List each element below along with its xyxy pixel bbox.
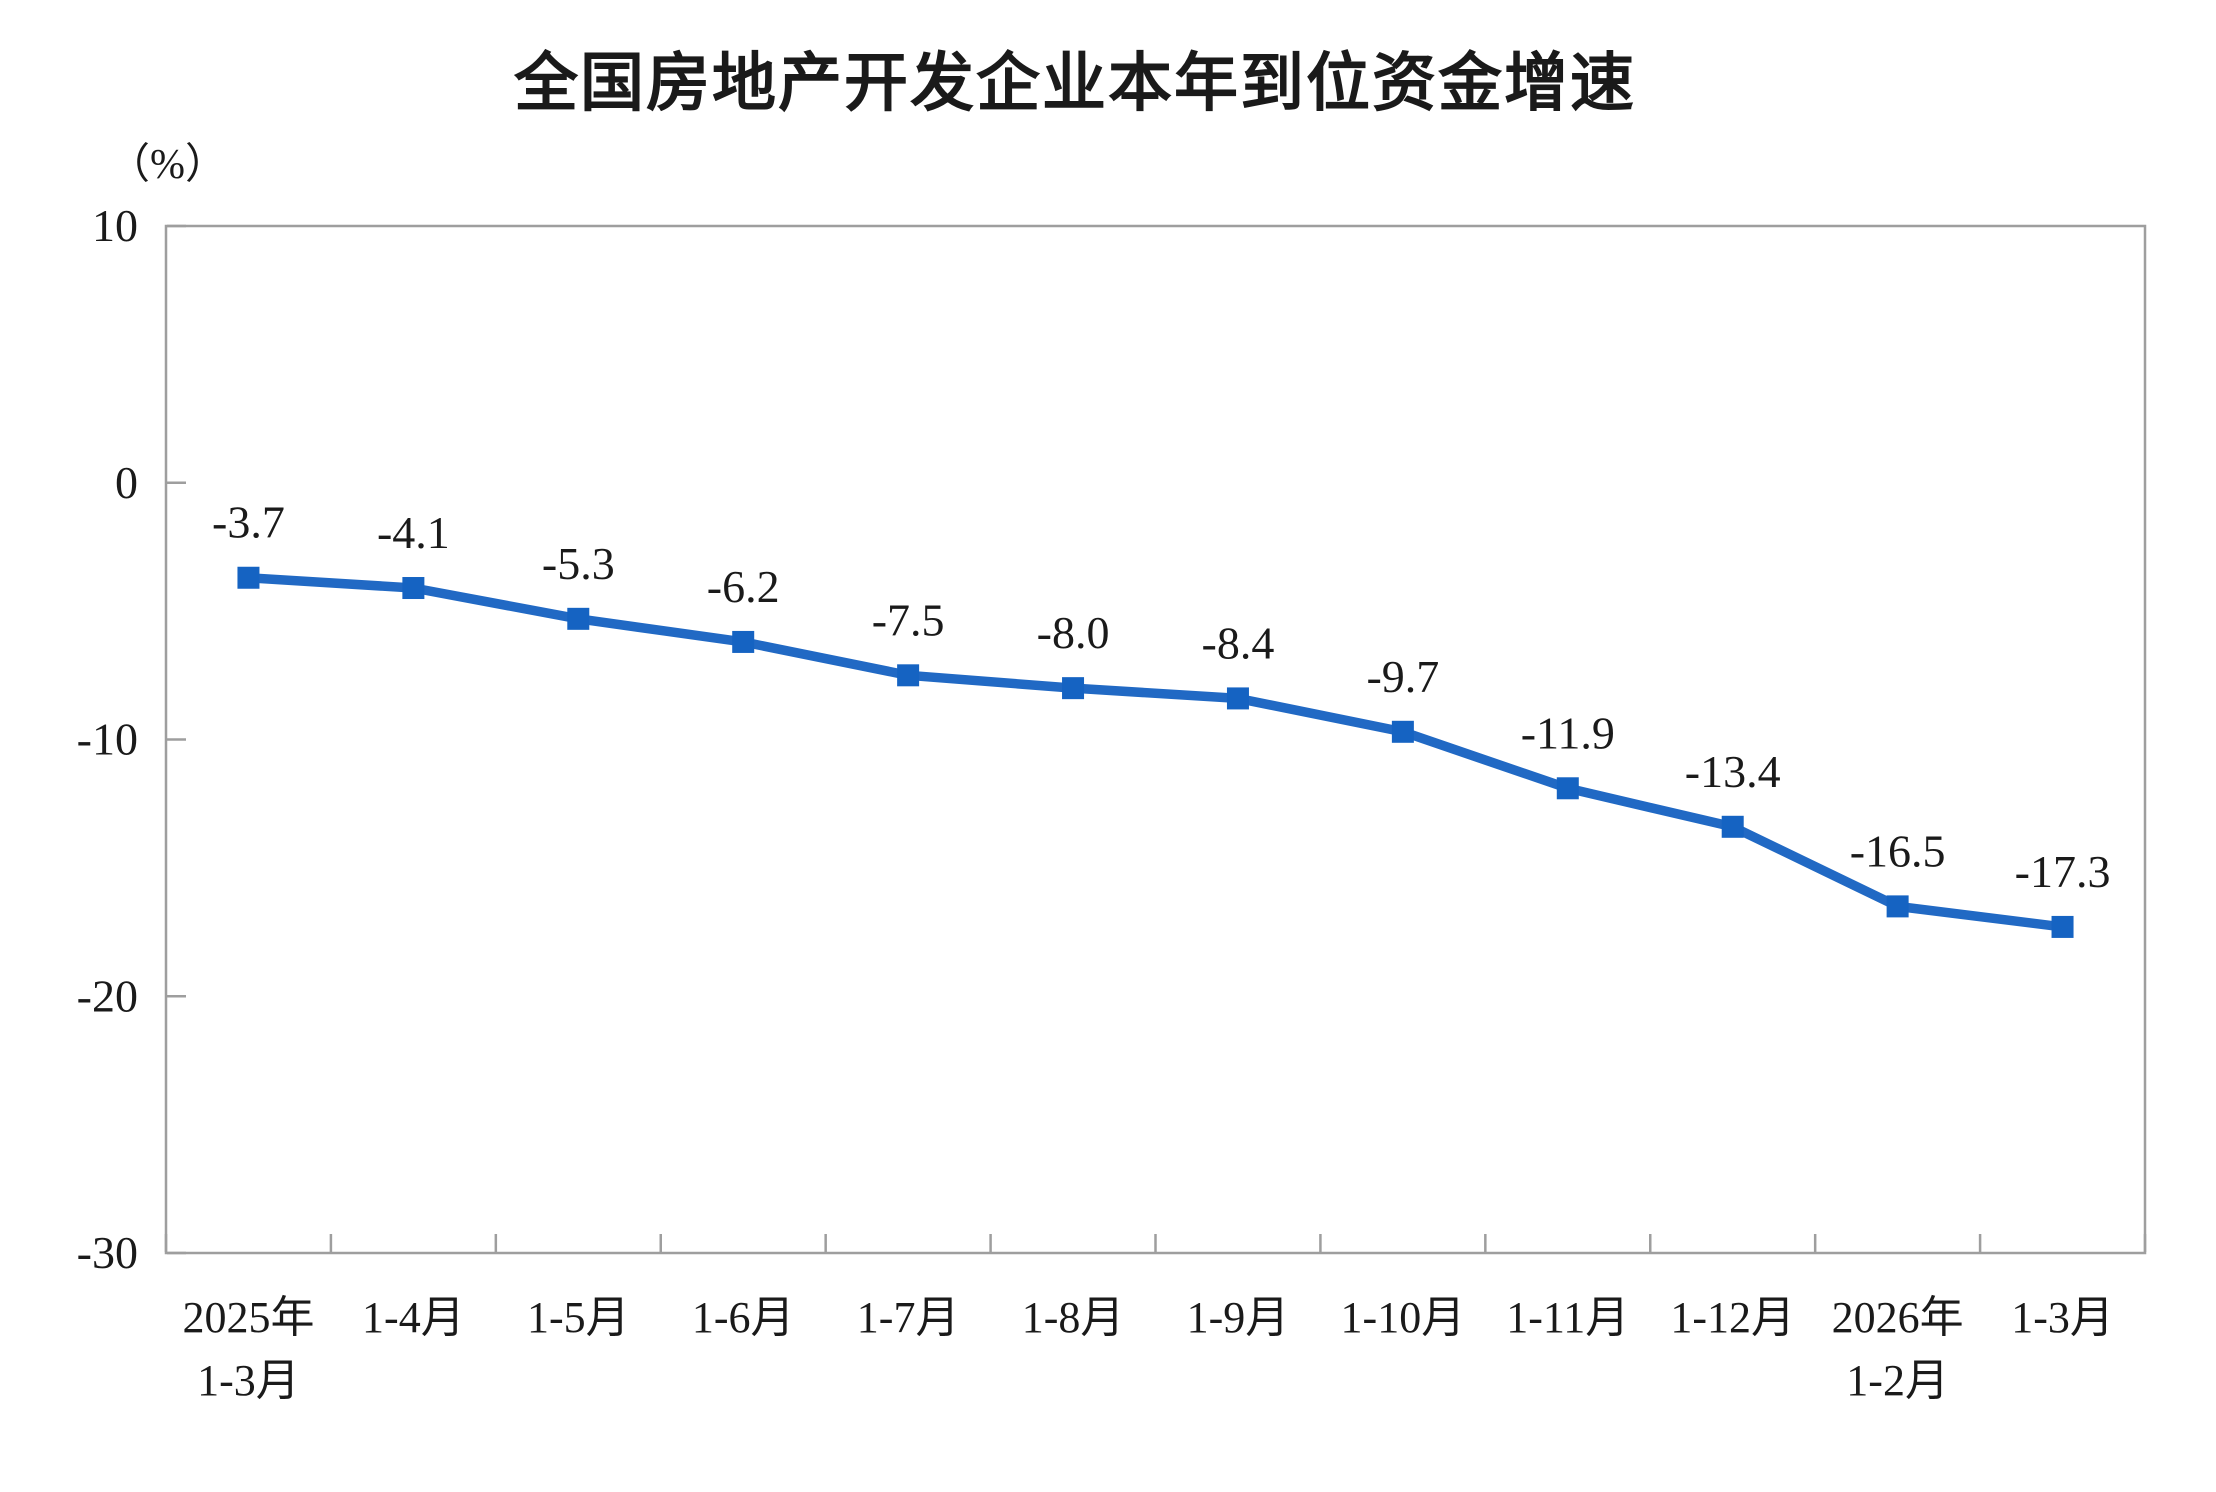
- plot-border: [164, 224, 2147, 1255]
- x-axis-label: 1-4月: [362, 1293, 465, 1342]
- series-line: [243, 572, 2068, 932]
- data-point-marker: [1062, 677, 1085, 700]
- data-point-label: -6.2: [707, 561, 780, 612]
- y-tick-label: 10: [92, 200, 138, 251]
- data-point-marker: [1391, 720, 1414, 743]
- y-tick-label: -30: [77, 1227, 138, 1278]
- y-tick-label: -20: [77, 970, 138, 1021]
- x-axis-label: 1-8月: [1022, 1293, 1125, 1342]
- data-point-marker: [1721, 815, 1744, 838]
- x-axis-label: 1-12月: [1670, 1293, 1795, 1342]
- x-axis-label: 1-11月: [1506, 1293, 1629, 1342]
- data-point-marker: [897, 664, 920, 687]
- x-axis-label: 1-7月: [857, 1293, 960, 1342]
- data-point-marker: [237, 566, 260, 589]
- data-point-marker: [2051, 915, 2074, 938]
- data-point-marker: [567, 607, 590, 630]
- data-point-label: -5.3: [542, 538, 615, 589]
- data-point-marker: [732, 630, 755, 653]
- x-axis-label: 1-10月: [1341, 1293, 1466, 1342]
- data-point-marker: [402, 577, 425, 600]
- data-point-label: -16.5: [1850, 825, 1946, 876]
- data-point-label: -9.7: [1366, 651, 1439, 702]
- x-axis-label: 1-2月: [1846, 1356, 1949, 1405]
- data-point-label: -13.4: [1685, 746, 1781, 797]
- y-axis-unit-label: （%）: [108, 142, 227, 188]
- data-point-label: -4.1: [377, 507, 450, 558]
- y-tick-label: -10: [77, 714, 138, 765]
- x-axis-label: 1-5月: [527, 1293, 630, 1342]
- data-point-label: -11.9: [1521, 707, 1615, 758]
- x-axis-label: 1-9月: [1187, 1293, 1290, 1342]
- x-axis-label: 2025年: [182, 1293, 314, 1342]
- data-point-label: -7.5: [872, 594, 945, 645]
- y-tick-label: 0: [115, 457, 138, 508]
- data-point-label: -17.3: [2015, 846, 2111, 897]
- data-point-label: -3.7: [212, 497, 285, 548]
- data-point-label: -8.0: [1037, 607, 1110, 658]
- data-point-marker: [1556, 777, 1579, 800]
- x-axis-label: 1-6月: [692, 1293, 795, 1342]
- data-point-label: -8.4: [1202, 617, 1275, 668]
- x-axis-label: 2026年: [1832, 1293, 1964, 1342]
- data-point-marker: [1226, 687, 1249, 710]
- data-point-marker: [1886, 895, 1909, 918]
- x-axis-label: 1-3月: [197, 1356, 300, 1405]
- chart-title: 全国房地产开发企业本年到位资金增速: [514, 47, 1636, 119]
- x-axis-label: 1-3月: [2011, 1293, 2114, 1342]
